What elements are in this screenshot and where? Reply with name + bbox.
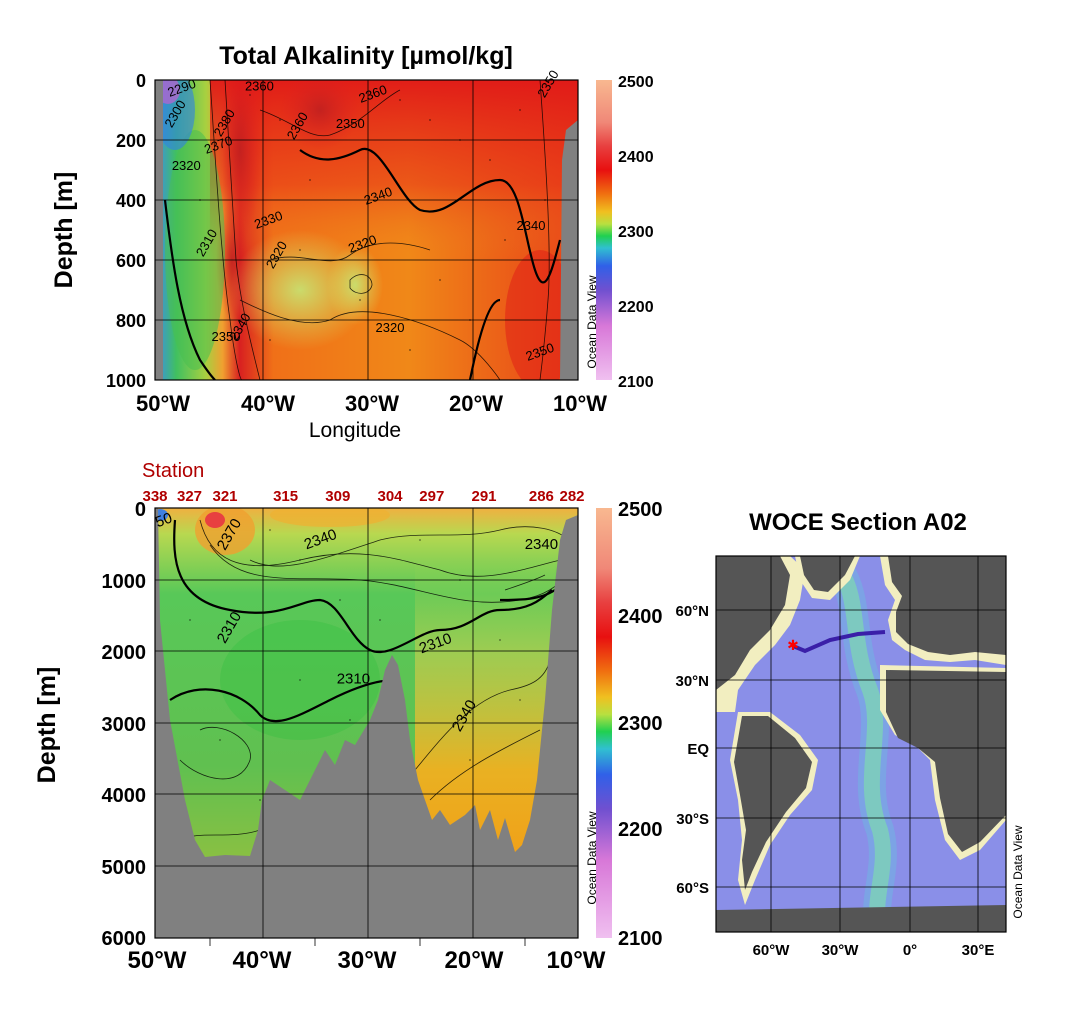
map-lon-tick: 0° [903,942,917,959]
map-lon-tick: 30°E [962,942,995,959]
top-x-axis: 50°W 40°W 30°W 20°W 10°W Longitude [136,391,607,442]
top-x-tick: 10°W [553,391,607,416]
bottom-x-tick: 40°W [233,947,292,974]
bottom-y-tick: 0 [135,499,146,521]
map-title: WOCE Section A02 [749,509,967,536]
station-axis-label: Station [142,460,204,482]
bottom-colorbar: 2500 2400 2300 2200 2100 Ocean Data View [585,499,663,950]
top-x-tick: 50°W [136,391,190,416]
station-label: 286 [529,488,554,505]
map-watermark: Ocean Data View [1011,825,1025,918]
bottom-x-tick: 30°W [338,947,397,974]
contour-label: 2340 [525,536,558,553]
top-x-tick: 20°W [449,391,503,416]
bottom-y-tick: 4000 [102,785,147,807]
map-lat-labels: 60°N 30°N EQ 30°S 60°S [675,603,709,897]
bottom-colorbar-tick: 2500 [618,499,663,521]
top-chart-title: Total Alkalinity [µmol/kg] [219,42,513,70]
bottom-colorbar-tick: 2200 [618,819,663,841]
station-label: 282 [559,488,584,505]
top-y-axis: Depth [m] 0 200 400 600 800 1000 [50,71,146,391]
map-lat-tick: EQ [687,741,709,758]
contour-label: 2360 [245,79,274,94]
top-grid [154,79,579,381]
top-x-axis-label: Longitude [309,419,401,442]
station-label: 315 [273,488,298,505]
map-lat-tick: 30°S [676,811,709,828]
contour-label: 2320 [376,320,405,335]
contour-label: 2340 [517,218,546,233]
bottom-y-axis: Depth [m] 0 1000 2000 3000 4000 5000 600… [33,499,146,950]
bottom-field [155,508,578,938]
station-label: 327 [177,488,202,505]
bottom-y-tick: 3000 [102,714,147,736]
contour-label: 2350 [336,116,365,131]
section-start-marker: ✱ [787,637,799,653]
bottom-y-tick: 5000 [102,857,147,879]
top-colorbar-tick: 2400 [618,149,654,166]
contour-label: 2320 [172,158,201,173]
station-label: 309 [325,488,350,505]
top-x-tick: 40°W [241,391,295,416]
top-section-panel: Total Alkalinity [µmol/kg] [50,42,654,442]
top-x-tick: 30°W [345,391,399,416]
bottom-x-tick: 10°W [547,947,606,974]
top-colorbar-tick: 2500 [618,74,654,91]
map-lat-tick: 30°N [675,673,709,690]
station-label: 297 [419,488,444,505]
top-y-tick: 800 [116,311,146,331]
top-y-tick: 1000 [106,371,146,391]
section-map: WOCE Section A02 ✱ [675,509,1025,959]
station-labels: 338 327 321 315 309 304 297 291 286 282 [142,488,584,505]
contour-label: 2310 [337,671,370,688]
top-y-axis-label: Depth [m] [50,172,78,289]
bottom-seafloor [155,508,578,938]
bottom-x-tick: 50°W [128,947,187,974]
top-y-tick: 400 [116,191,146,211]
station-label: 291 [471,488,496,505]
top-y-tick: 200 [116,131,146,151]
top-watermark: Ocean Data View [585,275,599,368]
top-y-tick: 600 [116,251,146,271]
bottom-section-panel: Station 338 327 321 315 309 304 297 291 286 282 [33,460,663,974]
bottom-y-tick: 6000 [102,928,147,950]
top-colorbar-tick: 2200 [618,299,654,316]
map-lat-tick: 60°N [675,603,709,620]
bottom-colorbar-tick: 2400 [618,606,663,628]
bottom-x-axis: 50°W 40°W 30°W 20°W 10°W [128,947,606,974]
contour-label: 2350 [212,329,241,344]
bottom-y-axis-label: Depth [m] [33,667,61,784]
station-label: 321 [212,488,237,505]
bottom-colorbar-tick: 2100 [618,928,663,950]
bottom-grid [154,507,579,946]
contour-label: 50 [153,509,174,531]
top-y-tick: 0 [136,71,146,91]
bottom-y-tick: 1000 [102,571,147,593]
top-colorbar: 2500 2400 2300 2200 2100 Ocean Data View [585,74,654,391]
map-lon-tick: 60°W [753,942,791,959]
station-label: 304 [377,488,403,505]
bottom-colorbar-tick: 2300 [618,713,663,735]
top-colorbar-tick: 2100 [618,374,654,391]
map-lat-tick: 60°S [676,880,709,897]
map-lon-labels: 60°W 30°W 0° 30°E [753,942,995,959]
bottom-watermark: Ocean Data View [585,811,599,904]
map-lon-tick: 30°W [822,942,860,959]
top-colorbar-tick: 2300 [618,224,654,241]
map-grid [715,555,1007,933]
bottom-x-tick: 20°W [445,947,504,974]
station-label: 338 [142,488,167,505]
bottom-y-tick: 2000 [102,642,147,664]
